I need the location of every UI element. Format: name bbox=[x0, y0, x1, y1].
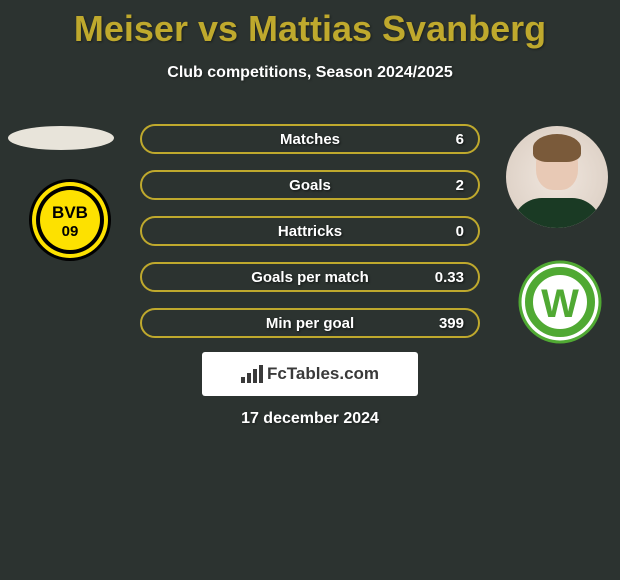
club-right-badge: W bbox=[518, 260, 602, 344]
page-subtitle: Club competitions, Season 2024/2025 bbox=[0, 64, 620, 82]
bvb-text-top: BVB bbox=[52, 203, 88, 222]
avatar-shoulders bbox=[512, 198, 602, 228]
stat-row-matches: Matches 6 bbox=[140, 124, 480, 154]
date-label: 17 december 2024 bbox=[241, 410, 379, 428]
wolfsburg-badge-icon: W bbox=[518, 260, 602, 344]
bar-chart-icon bbox=[241, 365, 263, 383]
brand-text: FcTables.com bbox=[267, 364, 379, 384]
player-left-avatar bbox=[8, 126, 114, 150]
stat-row-goals: Goals 2 bbox=[140, 170, 480, 200]
stat-row-min-per-goal: Min per goal 399 bbox=[140, 308, 480, 338]
bvb-text-bottom: 09 bbox=[62, 223, 79, 240]
page-title: Meiser vs Mattias Svanberg bbox=[0, 0, 620, 50]
wolfsburg-letter: W bbox=[541, 282, 579, 326]
stat-row-goals-per-match: Goals per match 0.33 bbox=[140, 262, 480, 292]
stat-row-hattricks: Hattricks 0 bbox=[140, 216, 480, 246]
stat-value-right: 0 bbox=[456, 223, 464, 240]
club-left-badge: BVB 09 bbox=[28, 178, 112, 262]
stat-label: Min per goal bbox=[266, 315, 354, 332]
avatar-hair bbox=[533, 134, 581, 162]
brand-box: FcTables.com bbox=[202, 352, 418, 396]
stat-value-right: 2 bbox=[456, 177, 464, 194]
stat-value-right: 399 bbox=[439, 315, 464, 332]
player-right-avatar bbox=[506, 126, 608, 228]
stat-value-right: 6 bbox=[456, 131, 464, 148]
stat-label: Goals per match bbox=[251, 269, 369, 286]
stats-container: Matches 6 Goals 2 Hattricks 0 Goals per … bbox=[140, 124, 480, 354]
stat-label: Hattricks bbox=[278, 223, 342, 240]
stat-label: Matches bbox=[280, 131, 340, 148]
stat-label: Goals bbox=[289, 177, 331, 194]
stat-value-right: 0.33 bbox=[435, 269, 464, 286]
bvb-badge-icon: BVB 09 bbox=[28, 178, 112, 262]
